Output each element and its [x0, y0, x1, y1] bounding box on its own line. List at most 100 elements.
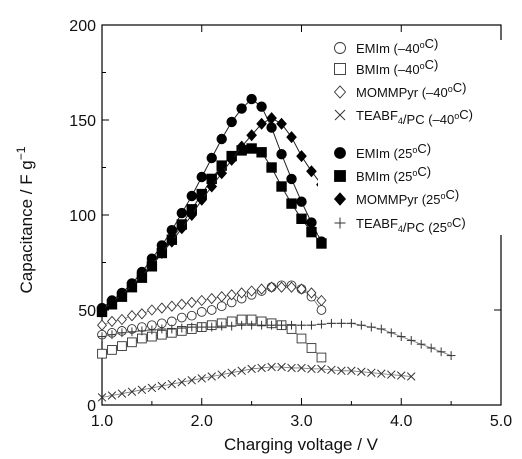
data-point: [256, 101, 267, 112]
data-point: [286, 281, 297, 293]
data-point: [416, 339, 426, 349]
data-point: [337, 366, 346, 376]
legend-label: EMIm (–40oC): [356, 36, 438, 56]
legend-item: EMIm (25oC): [334, 141, 431, 161]
data-point: [117, 341, 127, 351]
data-point: [246, 93, 257, 105]
legend-item: BMIm (25oC): [334, 164, 431, 184]
data-point: [276, 181, 287, 192]
data-point: [186, 310, 197, 321]
data-point: [236, 287, 247, 299]
data-point: [106, 296, 118, 309]
data-point: [377, 369, 386, 378]
legend-marker: [334, 63, 346, 75]
data-point: [266, 162, 277, 173]
data-point: [227, 321, 237, 331]
data-point: [317, 319, 326, 329]
data-point: [107, 330, 117, 340]
data-point: [166, 316, 177, 327]
data-point: [406, 372, 416, 381]
data-point: [216, 133, 227, 145]
y-tick-label: 200: [69, 18, 96, 35]
axes: 1.0 2.0 3.0 4.0 5.0 0 50 100 150 200: [69, 18, 512, 430]
data-point: [186, 208, 198, 222]
data-point: [176, 222, 188, 235]
data-point: [206, 305, 217, 315]
data-point: [196, 307, 207, 317]
data-point: [97, 319, 107, 331]
data-point: [247, 320, 257, 330]
legend-label: MOMMPyr (–40oC): [356, 80, 466, 100]
data-point: [436, 347, 446, 357]
legend-item: BMIm (–40oC): [334, 57, 438, 77]
data-point: [127, 327, 137, 337]
legend-item: TEABF4/PC (25oC): [334, 215, 466, 235]
data-point: [446, 351, 456, 360]
legend-item: MOMMPyr (–40oC): [333, 80, 466, 100]
data-point: [247, 364, 256, 374]
data-point: [167, 379, 177, 389]
data-point: [136, 308, 147, 320]
x-tick-label: 4.0: [390, 413, 412, 430]
data-point: [406, 336, 416, 345]
legend-marker: [333, 85, 347, 99]
data-point: [276, 281, 287, 293]
data-point: [396, 332, 406, 341]
data-point: [126, 310, 137, 322]
y-tick-label: 0: [87, 398, 96, 415]
data-point: [316, 352, 327, 363]
series-2: [97, 281, 327, 331]
data-point: [146, 304, 157, 316]
data-point: [256, 117, 267, 130]
data-point: [137, 333, 147, 344]
data-point: [297, 320, 306, 330]
x-axis-title: Charging voltage / V: [224, 435, 379, 454]
data-point: [307, 364, 316, 374]
data-point: [386, 328, 396, 338]
data-point: [256, 147, 267, 158]
data-point: [237, 366, 246, 376]
data-point: [306, 226, 317, 238]
data-point: [96, 303, 108, 317]
data-point: [277, 320, 286, 330]
data-point: [117, 328, 127, 338]
data-point: [257, 320, 266, 330]
data-point: [107, 391, 117, 400]
data-point: [176, 312, 187, 323]
data-point: [296, 196, 307, 207]
data-point: [337, 318, 346, 328]
data-point: [167, 324, 177, 334]
data-point: [147, 325, 157, 335]
data-point: [287, 320, 296, 330]
legend-marker: [333, 192, 347, 206]
y-axis-title-text: Capacitance / F g: [17, 160, 36, 293]
data-point: [127, 337, 137, 348]
data-point: [147, 383, 157, 393]
data-point: [307, 320, 316, 330]
data-point: [257, 363, 266, 373]
legend-item: TEABF4/PC (–40oC): [334, 107, 473, 127]
data-point: [156, 302, 167, 314]
data-point: [117, 389, 127, 398]
data-point: [156, 246, 168, 260]
data-point: [217, 370, 226, 379]
data-point: [166, 224, 178, 236]
data-point: [187, 322, 197, 332]
data-point: [327, 365, 336, 375]
data-point: [346, 318, 356, 328]
data-point: [276, 117, 287, 130]
data-point: [266, 122, 277, 133]
data-point: [306, 217, 317, 228]
data-point: [176, 298, 187, 310]
data-point: [157, 324, 167, 334]
legend-marker: [334, 170, 346, 182]
data-point: [297, 363, 306, 373]
legend-marker: [334, 109, 346, 121]
data-point: [376, 324, 386, 334]
legend-marker: [334, 217, 346, 229]
data-point: [287, 363, 296, 373]
data-point: [306, 343, 317, 353]
data-point: [276, 148, 287, 160]
